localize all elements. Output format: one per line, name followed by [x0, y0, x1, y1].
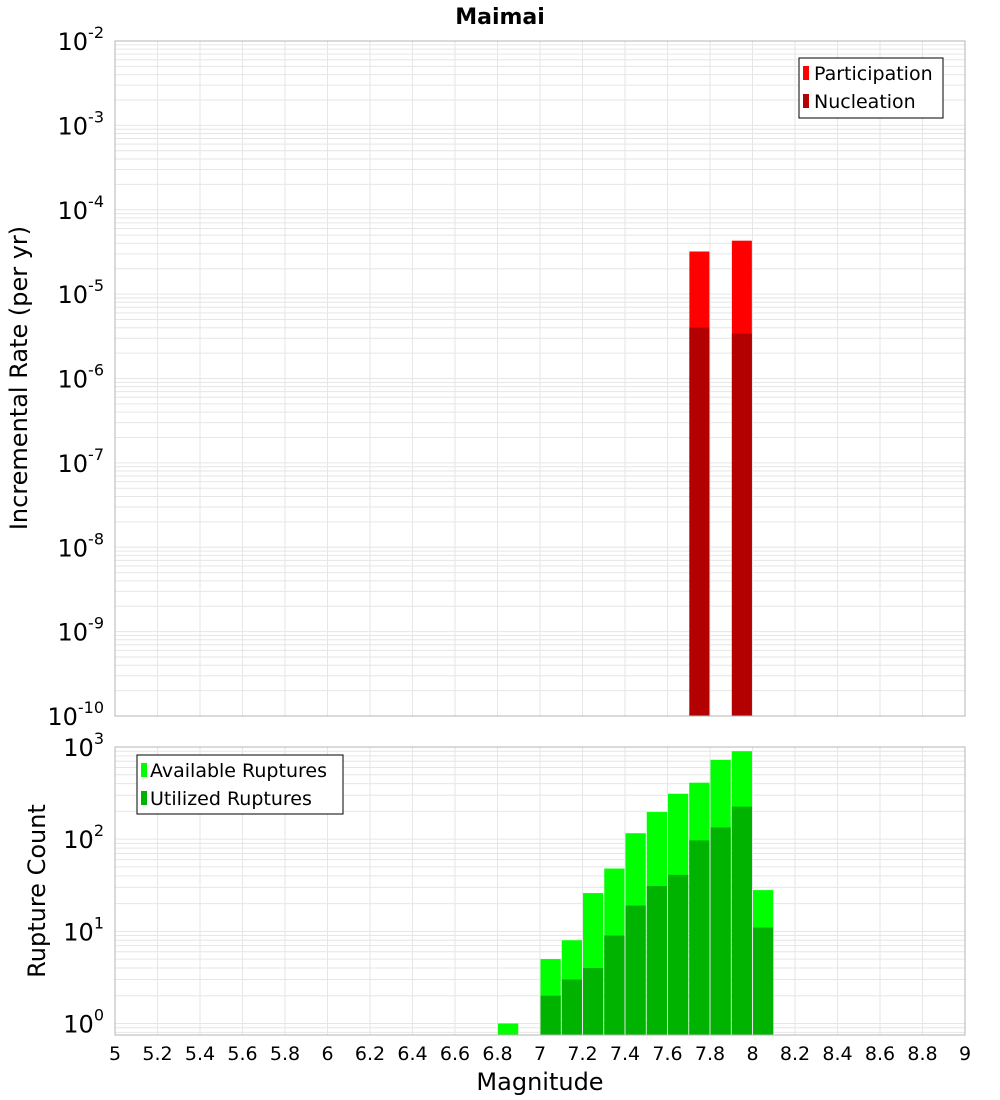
x-tick-label: 7: [534, 1043, 546, 1065]
legend-swatch-nucleation: [803, 94, 809, 108]
rate-y-tick-label: 10-2: [58, 23, 105, 56]
x-tick-label: 6.2: [355, 1043, 385, 1065]
utilized-ruptures-bar: [604, 935, 625, 1035]
count-legend: Available Ruptures Utilized Ruptures: [136, 754, 344, 815]
count-plot-frame: [114, 746, 966, 1036]
rate-y-tick-label: 10-8: [58, 529, 105, 562]
rate-grid: [114, 41, 966, 717]
rate-y-tick-label: 10-6: [58, 361, 105, 394]
legend-label-utilized: Utilized Ruptures: [150, 788, 312, 810]
utilized-ruptures-bar: [646, 886, 667, 1035]
rate-legend: Participation Nucleation: [798, 57, 944, 119]
count-y-tick-label: 103: [63, 729, 104, 762]
nucleation-bar: [731, 333, 752, 716]
utilized-ruptures-bar: [561, 979, 582, 1035]
x-tick-labels: 5 5.2 5.4 5.6 5.8 6 6.2 6.4 6.6 6.8 7 7.2 7.4 7.6 7.8 8…: [109, 1043, 971, 1065]
x-tick-label: 6.8: [482, 1043, 512, 1065]
rate-bars: [689, 240, 752, 717]
x-tick-label: 7.8: [695, 1043, 725, 1065]
utilized-ruptures-bar: [625, 905, 646, 1035]
rate-y-tick-label: 10-7: [58, 445, 105, 478]
rate-y-tick-label: 10-9: [58, 614, 105, 647]
x-tick-label: 5.8: [270, 1043, 300, 1065]
utilized-ruptures-bar: [710, 827, 731, 1035]
utilized-ruptures-bar: [689, 840, 710, 1035]
rate-y-tick-label: 10-5: [58, 276, 105, 309]
rate-y-axis-label: Incremental Rate (per yr): [5, 226, 33, 530]
x-tick-label: 8.2: [780, 1043, 810, 1065]
legend-label-participation: Participation: [814, 63, 933, 85]
x-tick-label: 7.6: [652, 1043, 682, 1065]
rate-plot-frame: [114, 40, 966, 717]
nucleation-bar: [689, 327, 710, 716]
x-tick-label: 5.4: [185, 1043, 215, 1065]
rate-y-tick-label: 10-10: [47, 698, 104, 731]
legend-swatch-available: [141, 763, 147, 777]
utilized-ruptures-bar: [668, 874, 689, 1035]
available-ruptures-bar: [498, 1023, 519, 1035]
count-y-tick-label: 102: [63, 821, 104, 854]
x-tick-label: 8: [746, 1043, 758, 1065]
rate-y-tick-labels: 10-10 10-9 10-8 10-7 10-6 10-5 10-4 10-3 10-2: [47, 23, 104, 731]
x-tick-label: 6: [321, 1043, 333, 1065]
rate-legend-box: [798, 57, 944, 119]
x-tick-label: 5.2: [142, 1043, 172, 1065]
x-tick-label: 7.2: [567, 1043, 597, 1065]
x-tick-label: 6.4: [397, 1043, 427, 1065]
chart-title: Maimai: [455, 5, 545, 30]
x-tick-label: 8.8: [907, 1043, 937, 1065]
rate-y-tick-label: 10-4: [58, 192, 105, 225]
legend-swatch-participation: [803, 66, 809, 80]
count-y-tick-label: 100: [63, 1005, 104, 1038]
rate-y-tick-label: 10-3: [58, 107, 105, 140]
count-bars: [498, 751, 774, 1035]
utilized-ruptures-bar: [540, 995, 561, 1035]
legend-label-available: Available Ruptures: [150, 760, 327, 782]
x-tick-label: 9: [959, 1043, 971, 1065]
count-panel: 100 101 102 103 5 5.2 5.4 5.6 5.8 6 6.2 6.4 6.6 6.8 7…: [23, 729, 971, 1096]
x-axis-label: Magnitude: [476, 1068, 603, 1096]
legend-swatch-utilized: [141, 791, 147, 805]
legend-label-nucleation: Nucleation: [814, 91, 916, 113]
count-y-tick-labels: 100 101 102 103: [63, 729, 104, 1038]
count-y-axis-label: Rupture Count: [23, 804, 51, 978]
count-legend-box: [136, 754, 344, 815]
x-tick-label: 8.6: [865, 1043, 895, 1065]
count-y-tick-label: 101: [63, 913, 104, 946]
x-tick-label: 5: [109, 1043, 121, 1065]
x-tick-label: 5.6: [227, 1043, 257, 1065]
utilized-ruptures-bar: [753, 927, 774, 1035]
utilized-ruptures-bar: [731, 806, 752, 1035]
count-grid: [114, 747, 966, 1035]
utilized-ruptures-bar: [583, 967, 604, 1035]
rate-panel: 10-10 10-9 10-8 10-7 10-6 10-5 10-4 10-3 10-2 In…: [5, 23, 966, 731]
x-tick-label: 6.6: [440, 1043, 470, 1065]
x-tick-label: 8.4: [822, 1043, 852, 1065]
x-tick-label: 7.4: [610, 1043, 640, 1065]
